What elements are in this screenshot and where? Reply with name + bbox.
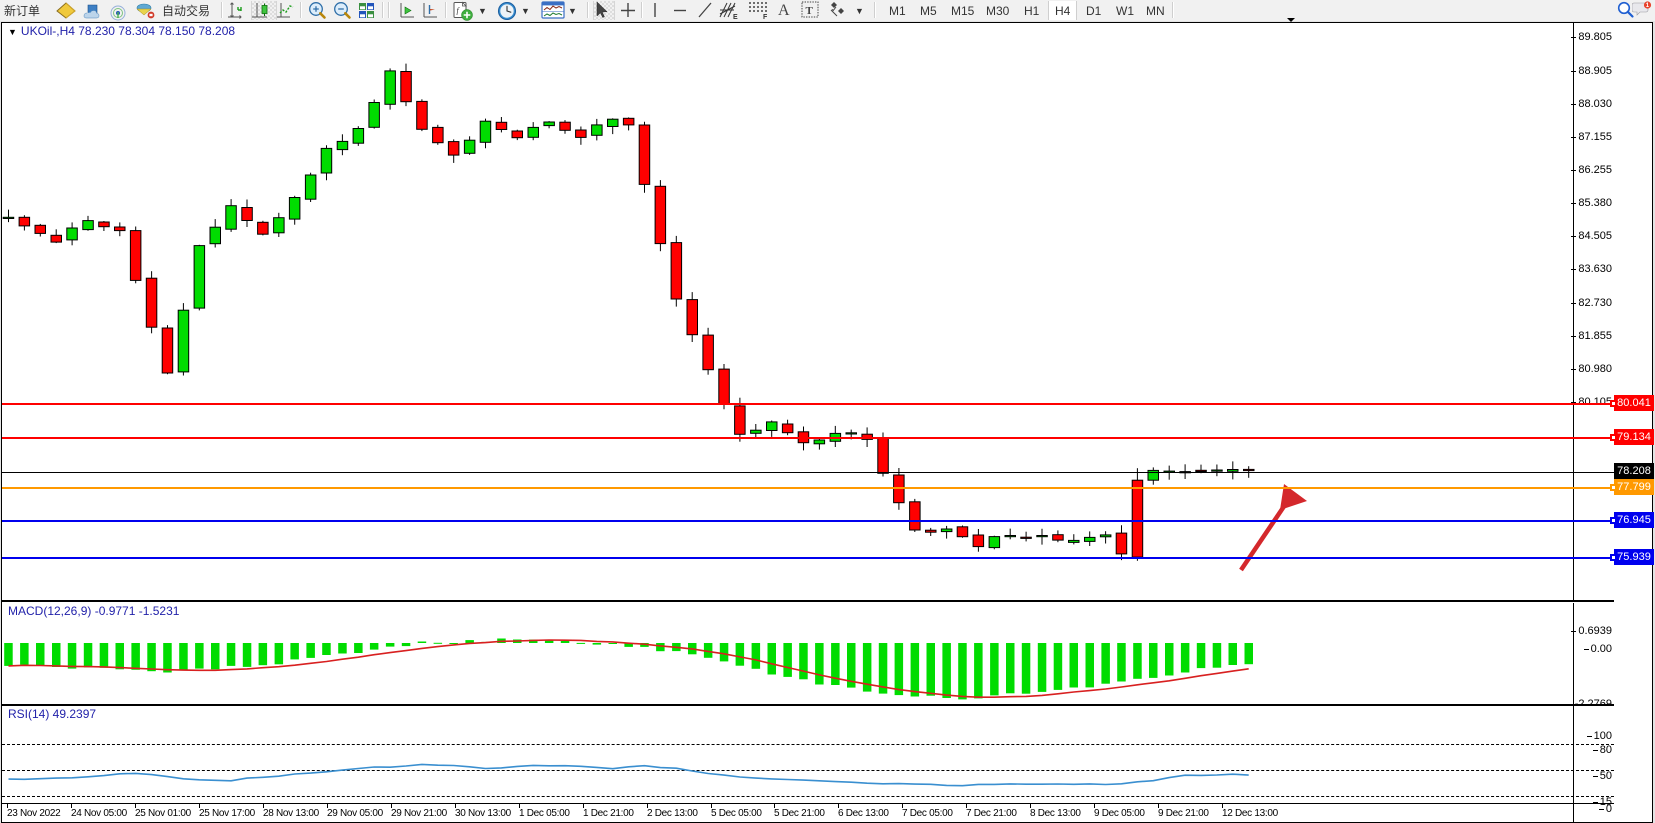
svg-text:F: F [763, 14, 768, 20]
svg-text:E: E [733, 14, 738, 20]
svg-text:T: T [806, 5, 814, 17]
